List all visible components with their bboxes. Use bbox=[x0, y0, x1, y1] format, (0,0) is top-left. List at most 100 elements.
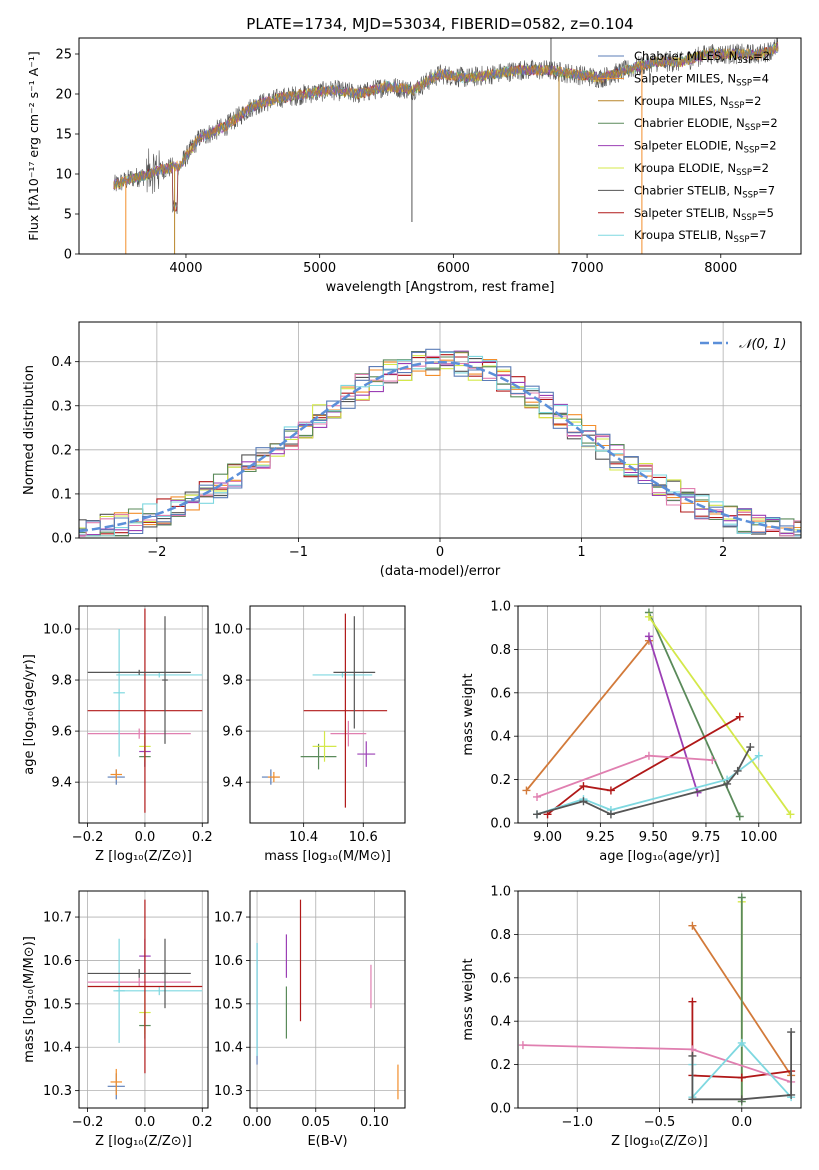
legend-label: Kroupa ELODIE, NSSP=2 bbox=[634, 161, 769, 178]
y-tick-label: 9.6 bbox=[222, 725, 243, 740]
data-marker bbox=[518, 1041, 527, 1050]
spectrum-line-kroupa_miles bbox=[113, 45, 779, 189]
data-marker bbox=[786, 810, 795, 819]
x-tick-label: 0.0 bbox=[135, 830, 156, 845]
y-tick-label: 10.7 bbox=[43, 911, 72, 926]
errorbar-salpeter_elodie bbox=[357, 741, 376, 767]
data-marker bbox=[688, 1095, 697, 1104]
series-line-salpeter_elodie bbox=[648, 636, 699, 793]
x-axis-label: wavelength [Angstrom, rest frame] bbox=[326, 280, 555, 295]
errorbar-chabrier_stelib bbox=[87, 969, 191, 978]
legend-label: 𝒩(0, 1) bbox=[739, 337, 786, 352]
x-tick-label: 5000 bbox=[303, 261, 336, 276]
series-line-orange_line bbox=[525, 640, 650, 792]
x-tick-label: 9.00 bbox=[533, 830, 562, 845]
errorbar-kroupa_stelib bbox=[116, 986, 203, 996]
x-tick-label: 0.2 bbox=[192, 1115, 213, 1130]
axes-frame bbox=[249, 890, 406, 1109]
spectrum-line-chabrier_miles bbox=[113, 43, 779, 191]
y-tick-label: 0.2 bbox=[490, 1058, 511, 1073]
data-marker bbox=[533, 810, 542, 819]
x-tick-label: 4000 bbox=[169, 261, 202, 276]
histogram-chabrier_miles bbox=[79, 348, 801, 535]
axes-frame bbox=[78, 890, 209, 1109]
errorbar-salpeter_stelib bbox=[87, 899, 203, 1074]
data-marker bbox=[606, 810, 615, 819]
errorbar-salpeter_stelib bbox=[303, 613, 388, 808]
data-marker bbox=[787, 1090, 796, 1099]
data-marker bbox=[737, 1095, 746, 1104]
data-marker bbox=[644, 632, 653, 641]
y-tick-label: 5 bbox=[64, 208, 72, 223]
x-axis-label: age [log₁₀(age/yr)] bbox=[599, 849, 720, 864]
x-tick-label: 1 bbox=[577, 545, 585, 560]
y-tick-label: 20 bbox=[55, 88, 72, 103]
y-tick-label: 10.3 bbox=[43, 1084, 72, 1099]
legend-label: Kroupa MILES, NSSP=2 bbox=[634, 94, 761, 111]
normal-curve bbox=[78, 360, 802, 533]
x-axis-label: mass [log₁₀(M/M⊙)] bbox=[264, 849, 391, 864]
age_vs_Z-axes: −0.2 0.0 0.2 9.4 9.6 9.8 10.0 Z [log₁₀(Z/Z⊙)] ag… bbox=[22, 605, 213, 864]
legend-label: Kroupa STELIB, NSSP=7 bbox=[634, 228, 766, 245]
series-line-chabrier_stelib bbox=[536, 746, 752, 816]
y-tick-label: 1.0 bbox=[490, 885, 511, 900]
y-tick-label: 10.0 bbox=[43, 622, 72, 637]
data-marker bbox=[737, 893, 746, 902]
data-marker bbox=[737, 1038, 746, 1047]
axes-frame bbox=[78, 321, 802, 539]
y-tick-label: 0.3 bbox=[51, 399, 72, 414]
data-marker bbox=[746, 743, 755, 752]
y-tick-label: 0.0 bbox=[490, 817, 511, 832]
data-marker bbox=[708, 756, 717, 765]
x-tick-label: 0.10 bbox=[360, 1115, 389, 1130]
mass_weight_vs_age-axes: 9.00 9.25 9.50 9.75 10.00 0.0 0.2 0.4 0.6 0.8 1.0 a… bbox=[461, 600, 802, 864]
axes-frame bbox=[78, 37, 802, 255]
errorbar-pink bbox=[87, 977, 191, 987]
data-marker bbox=[787, 1028, 796, 1037]
data-marker bbox=[522, 786, 531, 795]
axes-frame bbox=[249, 605, 406, 824]
errorbar-salpeter_miles bbox=[110, 1068, 122, 1095]
x-axis-label: Z [log₁₀(Z/Z⊙)] bbox=[611, 1134, 708, 1149]
y-tick-label: 10.6 bbox=[43, 954, 72, 969]
errorbar-chabrier_stelib bbox=[162, 938, 168, 1009]
series-line-chabrier_elodie bbox=[648, 612, 741, 817]
x-tick-label: −1 bbox=[289, 545, 308, 560]
x-tick-label: 6000 bbox=[437, 261, 470, 276]
y-tick-label: 0.4 bbox=[51, 355, 72, 370]
age_vs_mass-axes: 10.4 10.6 9.4 9.6 9.8 10.0 mass [log₁₀(M/M⊙)] bbox=[214, 605, 406, 864]
y-tick-label: 0.8 bbox=[490, 928, 511, 943]
x-tick-label: 9.75 bbox=[691, 830, 720, 845]
y-tick-label: 0.6 bbox=[490, 686, 511, 701]
legend-label: Salpeter STELIB, NSSP=5 bbox=[634, 206, 774, 223]
y-tick-label: 10 bbox=[55, 168, 72, 183]
data-marker bbox=[688, 1051, 697, 1060]
data-marker bbox=[688, 921, 697, 930]
y-tick-label: 9.4 bbox=[51, 776, 72, 791]
y-tick-label: 9.8 bbox=[222, 674, 243, 689]
x-tick-label: 0.00 bbox=[243, 1115, 272, 1130]
data-marker bbox=[754, 751, 763, 760]
y-tick-label: 0.4 bbox=[490, 730, 511, 745]
x-tick-label: −0.2 bbox=[72, 1115, 104, 1130]
x-tick-label: 10.00 bbox=[740, 830, 777, 845]
legend-label: Chabrier MILES, NSSP=2 bbox=[634, 49, 770, 66]
x-tick-label: 10.4 bbox=[289, 830, 318, 845]
data-marker bbox=[723, 779, 732, 788]
x-axis-label: Z [log₁₀(Z/Z⊙)] bbox=[95, 849, 192, 864]
x-tick-label: 0.05 bbox=[301, 1115, 330, 1130]
y-tick-label: 10.0 bbox=[214, 622, 243, 637]
x-tick-label: −1.0 bbox=[561, 1115, 593, 1130]
mass_vs_ebv-axes: 0.00 0.05 0.10 10.3 10.4 10.5 10.6 10.7 E(B-V) bbox=[214, 890, 406, 1149]
data-marker bbox=[735, 812, 744, 821]
mass_weight_vs_Z-axes: −1.0 −0.5 0.0 0.0 0.2 0.4 0.6 0.8 1.0 Z [log₁₀(Z/… bbox=[461, 885, 802, 1149]
y-axis-label: Flux [fλ10⁻¹⁷ erg cm⁻² s⁻¹ A⁻¹] bbox=[26, 51, 41, 240]
axes-frame bbox=[517, 890, 802, 1109]
y-tick-label: 9.8 bbox=[51, 674, 72, 689]
y-axis-label: Normed distribution bbox=[22, 365, 37, 495]
x-tick-label: 10.6 bbox=[349, 830, 378, 845]
y-tick-label: 1.0 bbox=[490, 600, 511, 615]
y-tick-label: 10.5 bbox=[43, 997, 72, 1012]
